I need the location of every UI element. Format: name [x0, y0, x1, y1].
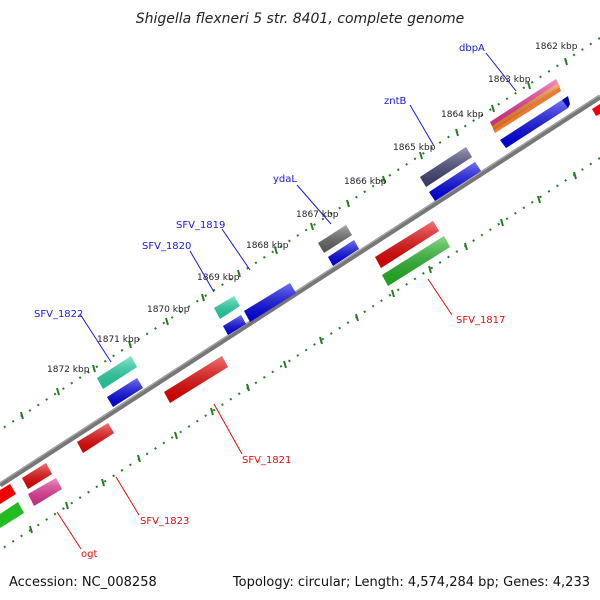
gene-SFV_1817-green[interactable] [382, 236, 450, 286]
tick-label-1864: 1864 kbp [441, 110, 484, 120]
accession-label: Accession: NC_008258 [9, 575, 157, 590]
gene-lower-left-red[interactable] [22, 463, 52, 489]
gene-label-SFV_1819[interactable]: SFV_1819 [176, 220, 225, 231]
genome-backbone-highlight [0, 94, 600, 484]
gene-label-SFV_1817[interactable]: SFV_1817 [456, 315, 505, 326]
gene-SFV_1821[interactable] [164, 356, 228, 403]
gene-left-edge-green[interactable] [0, 502, 24, 528]
outer-tick-ring [0, 37, 600, 431]
outer-major-ticks [20, 57, 568, 420]
gene-dbpA[interactable] [490, 79, 561, 133]
tick-label-1869: 1869 kbp [197, 273, 240, 283]
gene-SFV_1823[interactable] [77, 423, 114, 453]
inner-major-ticks [29, 171, 577, 534]
gene-label-SFV_1820[interactable]: SFV_1820 [142, 241, 191, 252]
gene-ogt[interactable] [28, 478, 62, 506]
gene-ydaL[interactable] [318, 225, 352, 253]
gene-left-edge-red[interactable] [0, 484, 16, 504]
forward-genes [97, 79, 570, 407]
map-title: Shigella flexneri 5 str. 8401, complete … [136, 11, 465, 27]
gene-SFV_1819[interactable] [244, 283, 296, 322]
gene-leader-lines [56, 52, 517, 550]
tick-label-1871: 1871 kbp [97, 335, 140, 345]
tick-label-1865: 1865 kbp [393, 143, 436, 153]
tick-label-1872: 1872 kbp [47, 365, 90, 375]
gene-zntB[interactable] [420, 147, 472, 187]
gene-SFV_1817[interactable] [375, 221, 439, 268]
reverse-genes [0, 104, 600, 528]
gene-right-edge[interactable] [592, 104, 600, 116]
tick-label-1863: 1863 kbp [488, 75, 531, 85]
gene-SFV_1822-cds[interactable] [107, 378, 143, 407]
gene-SFV_1822[interactable] [97, 356, 137, 389]
gene-label-zntB[interactable]: zntB [384, 96, 407, 107]
genome-backbone [0, 94, 600, 488]
gene-label-SFV_1822[interactable]: SFV_1822 [34, 309, 83, 320]
gene-dbpA-cds[interactable] [500, 96, 570, 148]
gene-label-SFV_1823[interactable]: SFV_1823 [140, 516, 189, 527]
gene-ydaL-cds[interactable] [328, 240, 359, 266]
tick-label-1868: 1868 kbp [246, 241, 289, 251]
tick-label-1867: 1867 kbp [296, 210, 339, 220]
gene-label-ogt[interactable]: ogt [81, 549, 97, 560]
gene-label-SFV_1821[interactable]: SFV_1821 [242, 455, 291, 466]
tick-label-1862: 1862 kbp [535, 42, 578, 52]
gene-label-ydaL[interactable]: ydaL [273, 174, 297, 185]
gene-label-dbpA[interactable]: dbpA [459, 43, 485, 54]
gene-SFV_1820-cds[interactable] [223, 315, 246, 335]
gene-zntB-cds[interactable] [429, 162, 481, 201]
tick-label-1870: 1870 kbp [147, 305, 190, 315]
genome-summary: Topology: circular; Length: 4,574,284 bp… [232, 575, 590, 590]
gene-SFV_1820[interactable] [214, 296, 240, 319]
tick-label-1866: 1866 kbp [344, 177, 387, 187]
